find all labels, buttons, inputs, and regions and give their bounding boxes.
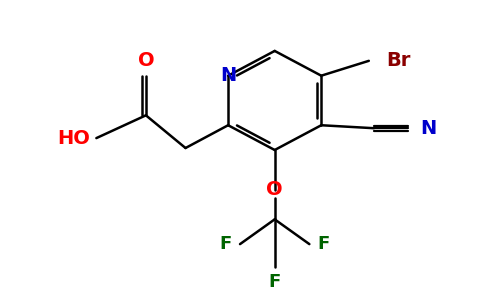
Text: O: O — [266, 180, 283, 199]
Text: F: F — [318, 235, 330, 253]
Text: N: N — [420, 119, 437, 138]
Text: O: O — [137, 51, 154, 70]
Text: F: F — [269, 273, 281, 291]
Text: HO: HO — [58, 129, 91, 148]
Text: Br: Br — [387, 51, 411, 70]
Text: F: F — [220, 235, 232, 253]
Text: N: N — [220, 66, 236, 85]
